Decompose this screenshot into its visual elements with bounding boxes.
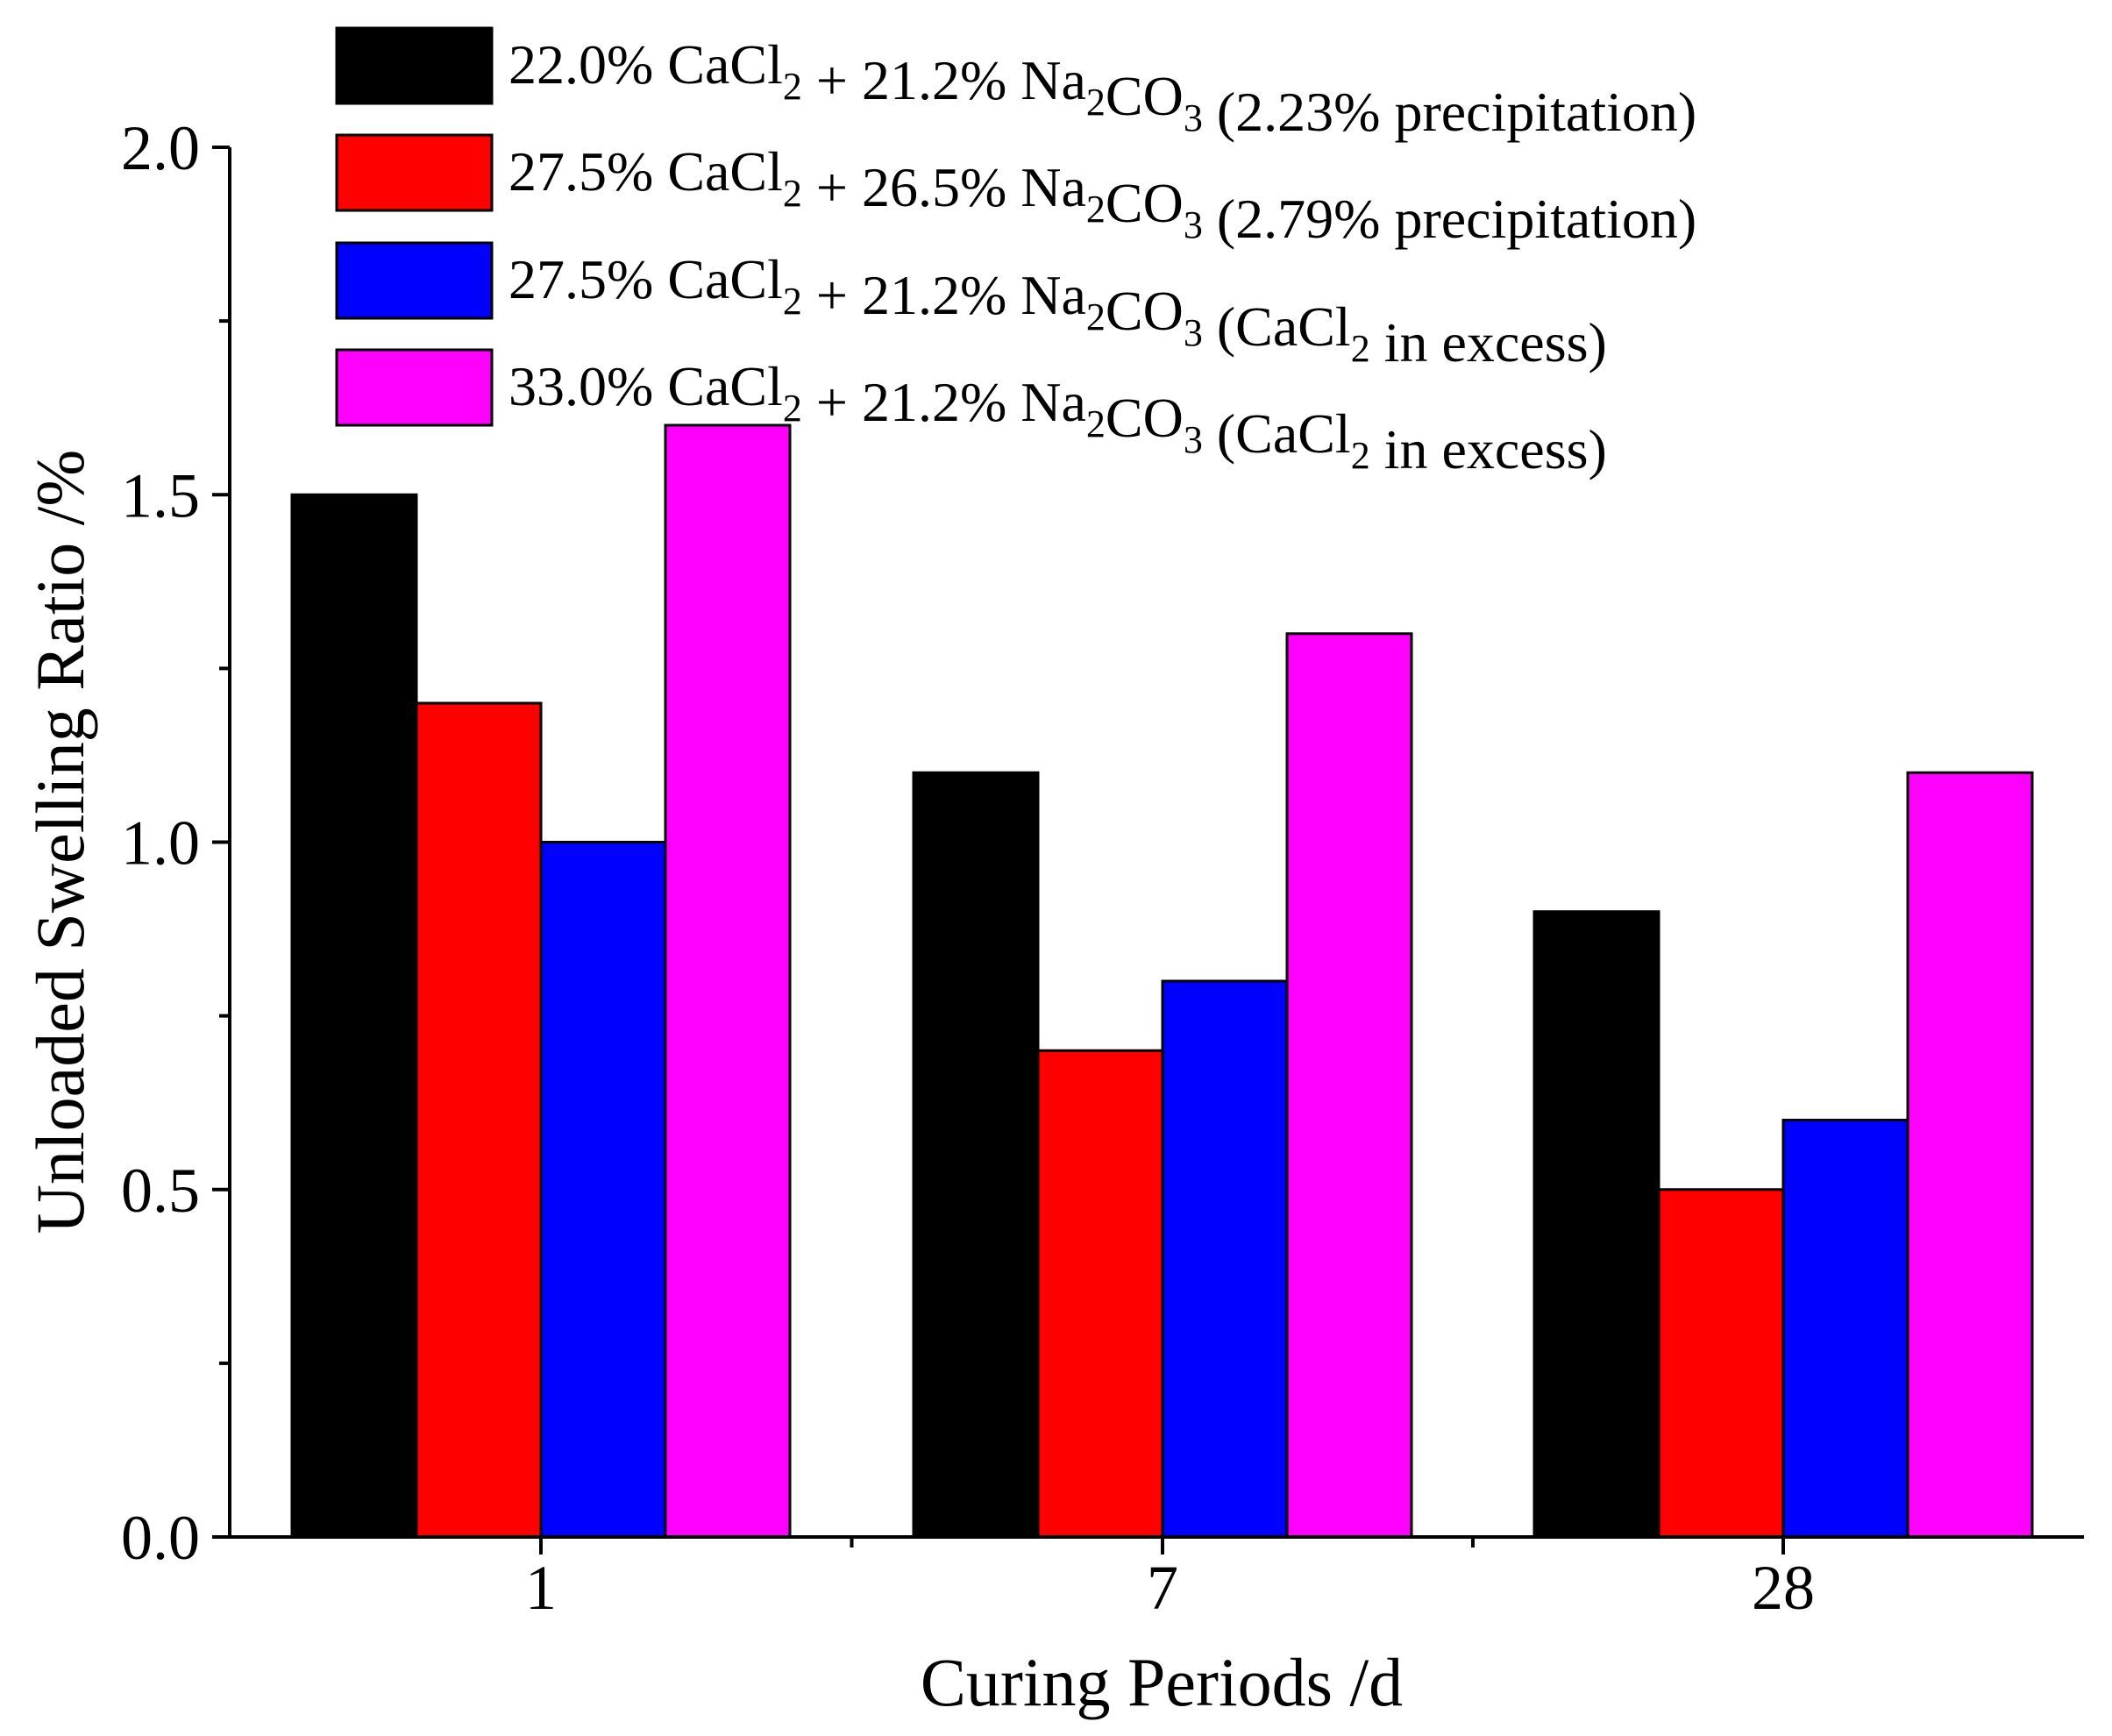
- x-ticks-group: 1 7 28: [525, 1537, 1815, 1623]
- x-tick-label-28: 28: [1752, 1553, 1815, 1623]
- y-tick-label: 0.5: [121, 1156, 200, 1226]
- y-ticks-group: 0.0 0.5 1.0 1.5 2.0: [121, 113, 230, 1573]
- bar-series-1-cat-28: [1532, 910, 1660, 1539]
- bars-group: [290, 423, 2034, 1539]
- y-tick-label: 2.0: [121, 113, 200, 183]
- bar-series-2-cat-1: [415, 701, 543, 1539]
- bar-series-3-cat-28: [1781, 1119, 1909, 1539]
- y-axis-title: Unloaded Swelling Ratio /%: [22, 450, 98, 1234]
- bar-series-1-cat-1: [290, 493, 418, 1539]
- legend-swatch-series-4: [335, 348, 494, 427]
- bar-series-3-cat-7: [1161, 979, 1289, 1539]
- legend-swatch-series-2: [335, 133, 494, 212]
- bar-series-2-cat-28: [1657, 1188, 1785, 1539]
- legend: 22.0% CaCl2 + 21.2% Na2CO3 (2.23% precip…: [335, 26, 1696, 480]
- bar-series-4-cat-7: [1285, 632, 1413, 1539]
- bar-series-4-cat-1: [664, 423, 792, 1539]
- legend-label-series-2: 27.5% CaCl2 + 26.5% Na2CO3 (2.79% precip…: [508, 140, 1696, 250]
- legend-label-series-4: 33.0% CaCl2 + 21.2% Na2CO3 (CaCl2 in exc…: [508, 355, 1607, 480]
- legend-swatch-series-1: [335, 26, 494, 105]
- legend-label-series-1: 22.0% CaCl2 + 21.2% Na2CO3 (2.23% precip…: [508, 33, 1696, 143]
- x-axis-title: Curing Periods /d: [921, 1644, 1403, 1720]
- bar-series-4-cat-28: [1906, 771, 2034, 1539]
- bar-series-3-cat-1: [539, 841, 667, 1539]
- x-tick-label-1: 1: [525, 1553, 557, 1623]
- y-tick-label: 0.0: [121, 1503, 200, 1573]
- legend-swatch-series-3: [335, 241, 494, 320]
- bar-series-2-cat-7: [1036, 1049, 1164, 1539]
- x-tick-label-7: 7: [1147, 1553, 1178, 1623]
- y-tick-label: 1.5: [121, 460, 200, 530]
- bar-series-1-cat-7: [912, 771, 1040, 1539]
- legend-label-series-3: 27.5% CaCl2 + 21.2% Na2CO3 (CaCl2 in exc…: [508, 248, 1607, 374]
- y-tick-label: 1.0: [121, 808, 200, 879]
